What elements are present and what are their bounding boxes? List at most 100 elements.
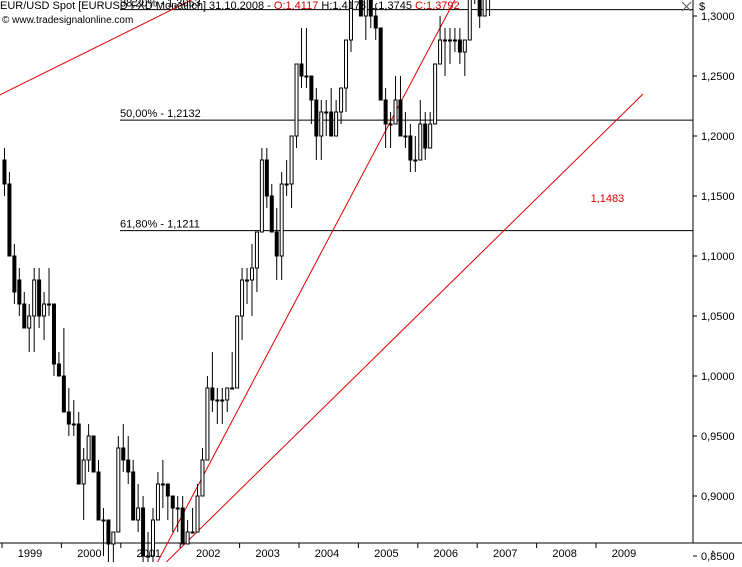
candle-body <box>116 447 121 533</box>
candle-body <box>12 255 17 293</box>
candle-body <box>220 399 225 402</box>
candle-body <box>269 195 274 233</box>
candle-body <box>249 267 254 281</box>
candle-body <box>215 399 220 402</box>
high-value: H:1,4173 <box>321 0 367 12</box>
y-tick-label: 0,9500 <box>701 431 735 443</box>
candle-body <box>190 531 195 534</box>
candle-body <box>131 471 136 521</box>
candle-body <box>378 27 383 101</box>
candle-body <box>210 387 215 401</box>
candle-body <box>17 279 22 305</box>
candle-body <box>106 519 111 545</box>
candle-body <box>165 483 170 497</box>
fib-level-label: 50,00% - 1,2132 <box>120 108 201 120</box>
candle-body <box>279 183 284 257</box>
candle-body <box>467 0 472 41</box>
candle-body <box>299 63 304 77</box>
candle-body <box>111 531 116 545</box>
y-tick-label: 0,9000 <box>701 491 735 503</box>
candle-body <box>136 507 141 521</box>
candle-body <box>482 0 487 17</box>
x-tick-label: 2002 <box>196 548 220 560</box>
candle-body <box>155 483 160 521</box>
candle-body <box>447 39 452 42</box>
x-tick-label: 1999 <box>18 548 42 560</box>
x-tick-label: 2001 <box>137 548 161 560</box>
candle-body <box>225 387 230 401</box>
candle-body <box>175 507 180 510</box>
up-arrow-icon[interactable]: ↑ <box>710 546 716 560</box>
annotation-label: 1,1483 <box>591 193 625 205</box>
candle-body <box>146 555 151 558</box>
candle-body <box>339 87 344 113</box>
candle-body <box>2 159 7 185</box>
candle-body <box>91 435 96 473</box>
candle-body <box>121 447 126 461</box>
candle-body <box>61 375 66 413</box>
instrument-title: EUR/USD Spot [EURUSD FXD Monatlich] 31.1… <box>0 0 265 12</box>
candle-body <box>245 279 250 282</box>
candle-body <box>56 363 61 377</box>
candle-body <box>348 0 353 41</box>
candle-body <box>344 39 349 89</box>
candle-body <box>373 15 378 29</box>
candle-body <box>205 387 210 461</box>
candle-body <box>408 135 413 161</box>
currency-symbol: $ <box>699 1 706 13</box>
candle-body <box>438 39 443 65</box>
candle-body <box>393 99 398 125</box>
candle-body <box>334 111 339 137</box>
candle-body <box>235 315 240 389</box>
candle-body <box>259 159 264 233</box>
candle-body <box>329 111 334 137</box>
candle-body <box>86 435 91 461</box>
candle-body <box>398 99 403 137</box>
x-tick-label: 2006 <box>434 548 458 560</box>
candle-body <box>428 123 433 149</box>
open-value: O:1,4117 <box>273 0 319 12</box>
candle-body <box>418 123 423 161</box>
candle-body <box>170 495 175 509</box>
candle-body <box>462 39 467 53</box>
y-tick-label: 1,2500 <box>701 71 735 83</box>
y-tick-label: 1,3000 <box>701 11 735 23</box>
candle-body <box>160 483 165 486</box>
x-tick-label: 2004 <box>315 548 339 560</box>
candle-body <box>388 123 393 126</box>
candle-body <box>81 459 86 485</box>
candle-body <box>32 279 37 317</box>
candle-body <box>76 423 81 485</box>
candle-body <box>101 519 106 522</box>
copyright-text: © www.tradesignalonline.com <box>2 15 134 26</box>
x-tick-label: 2008 <box>552 548 576 560</box>
candle-body <box>141 507 146 557</box>
candle-body <box>96 471 101 521</box>
candle-body <box>413 159 418 162</box>
candle-body <box>254 231 259 269</box>
candle-body <box>294 63 299 137</box>
candle-body <box>423 123 428 149</box>
trendline <box>0 0 193 96</box>
x-tick-label: 2007 <box>493 548 517 560</box>
candle-body <box>319 111 324 137</box>
candle-body <box>195 495 200 533</box>
candle-body <box>51 303 56 365</box>
candle-body <box>27 315 32 329</box>
y-tick-label: 1,1000 <box>701 251 735 263</box>
candle-body <box>289 135 294 185</box>
candle-body <box>180 507 185 545</box>
fib-level-label: 61,80% - 1,1211 <box>120 219 200 231</box>
candle-body <box>7 183 12 257</box>
candle-body <box>150 519 155 557</box>
close-value: C:1,3792 <box>415 0 460 12</box>
y-tick-label: 1,0000 <box>701 371 735 383</box>
candle-body <box>230 387 235 390</box>
candle-body <box>200 459 205 497</box>
candle-body <box>358 0 363 17</box>
close-icon[interactable] <box>681 1 692 12</box>
candle-body <box>309 75 314 101</box>
candle-body <box>443 39 448 42</box>
candle-body <box>368 0 373 17</box>
